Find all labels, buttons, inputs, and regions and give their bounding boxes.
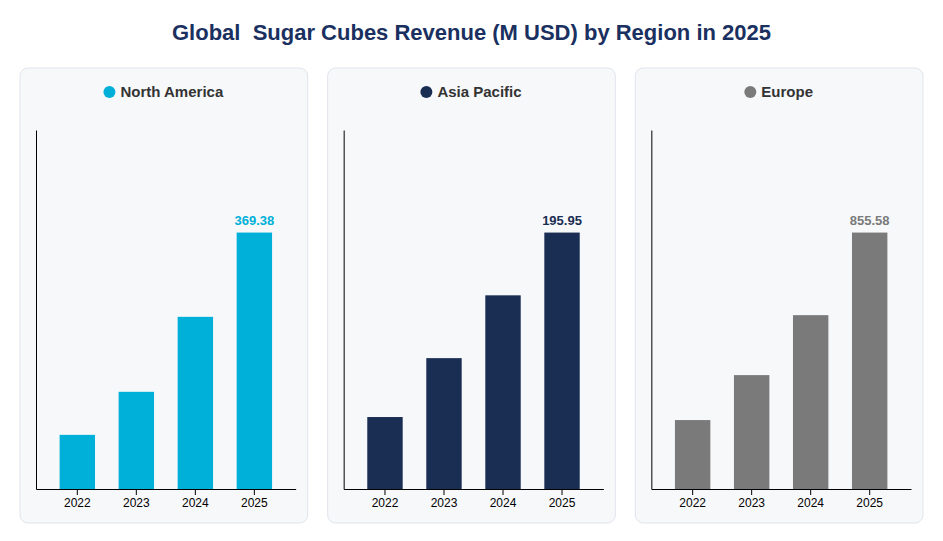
x-tick-mark <box>503 489 504 495</box>
y-axis <box>344 131 345 490</box>
y-axis <box>651 131 652 490</box>
x-tick-label: 2025 <box>549 496 576 510</box>
x-tick-label: 2025 <box>856 496 883 510</box>
bar <box>426 358 461 489</box>
panel-background <box>20 68 308 523</box>
x-tick-mark <box>136 489 137 495</box>
x-axis-line <box>652 489 912 490</box>
bar <box>119 392 154 489</box>
bar <box>675 420 710 489</box>
legend-label: North America <box>120 83 223 100</box>
bar <box>852 233 887 489</box>
x-tick-mark <box>562 489 563 495</box>
x-tick-mark <box>443 489 444 495</box>
x-tick-label: 2023 <box>123 496 150 510</box>
x-tick-mark <box>810 489 811 495</box>
x-tick-label: 2022 <box>64 496 91 510</box>
x-axis: 2022 2023 2024 2025 <box>37 489 297 510</box>
plot-area: 2022 2023 2024 2025 195.95 <box>344 131 604 510</box>
x-tick: 2023 <box>738 489 765 510</box>
panel-background <box>635 68 923 523</box>
x-tick: 2023 <box>431 489 458 510</box>
legend-entry: Asia Pacific <box>420 83 521 100</box>
x-axis-line <box>344 489 604 490</box>
x-tick: 2025 <box>241 489 268 510</box>
x-tick: 2022 <box>64 489 91 510</box>
x-tick-mark <box>195 489 196 495</box>
bars <box>60 233 272 489</box>
x-tick-mark <box>869 489 870 495</box>
y-axis-line <box>344 131 345 490</box>
x-tick-label: 2025 <box>241 496 268 510</box>
bar <box>178 317 213 489</box>
x-tick: 2024 <box>182 489 209 510</box>
plot-area: 2022 2023 2024 2025 855.58 <box>652 131 912 510</box>
x-axis: 2022 2023 2024 2025 <box>652 489 912 510</box>
y-axis-line <box>36 131 37 490</box>
x-tick: 2025 <box>549 489 576 510</box>
x-tick-mark <box>751 489 752 495</box>
annotation: 369.38 <box>234 213 274 228</box>
x-tick: 2022 <box>679 489 706 510</box>
legend-swatch <box>103 86 115 98</box>
x-tick-label: 2022 <box>679 496 706 510</box>
x-tick-label: 2023 <box>738 496 765 510</box>
annotation: 855.58 <box>850 213 890 228</box>
x-tick-label: 2023 <box>431 496 458 510</box>
x-tick: 2024 <box>797 489 824 510</box>
x-tick: 2025 <box>856 489 883 510</box>
bars <box>367 233 579 489</box>
x-tick: 2022 <box>372 489 399 510</box>
legend-label: Europe <box>761 83 813 100</box>
annotation: 195.95 <box>542 213 582 228</box>
legend-swatch <box>744 86 756 98</box>
panel: Europe 2022 2023 2024 2025 855.58 <box>635 68 923 523</box>
x-tick-label: 2024 <box>182 496 209 510</box>
x-tick-label: 2022 <box>372 496 399 510</box>
y-axis <box>36 131 37 490</box>
x-tick-mark <box>254 489 255 495</box>
panel: North America 2022 2023 2024 2025 369.38 <box>20 68 308 523</box>
chart-canvas: Global Sugar Cubes Revenue (M USD) by Re… <box>0 0 943 541</box>
legend-label: Asia Pacific <box>437 83 521 100</box>
x-tick: 2024 <box>490 489 517 510</box>
plot-area: 2022 2023 2024 2025 369.38 <box>37 131 297 510</box>
bar <box>367 417 402 489</box>
bar <box>544 233 579 489</box>
bar <box>793 315 828 489</box>
chart-title: Global Sugar Cubes Revenue (M USD) by Re… <box>172 20 771 45</box>
x-axis-line <box>37 489 297 490</box>
panel-background <box>328 68 616 523</box>
bar <box>485 295 520 489</box>
x-axis: 2022 2023 2024 2025 <box>344 489 604 510</box>
x-tick-mark <box>692 489 693 495</box>
bar <box>734 375 769 489</box>
panel: Asia Pacific 2022 2023 2024 2025 195.95 <box>328 68 616 523</box>
x-tick-label: 2024 <box>490 496 517 510</box>
legend-swatch <box>420 86 432 98</box>
y-axis-line <box>651 131 652 490</box>
legend-entry: Europe <box>744 83 813 100</box>
x-tick-mark <box>77 489 78 495</box>
x-tick: 2023 <box>123 489 150 510</box>
bars <box>675 233 887 489</box>
bar <box>237 233 272 489</box>
legend-entry: North America <box>103 83 223 100</box>
x-tick-label: 2024 <box>797 496 824 510</box>
x-tick-mark <box>384 489 385 495</box>
bar <box>60 435 95 489</box>
